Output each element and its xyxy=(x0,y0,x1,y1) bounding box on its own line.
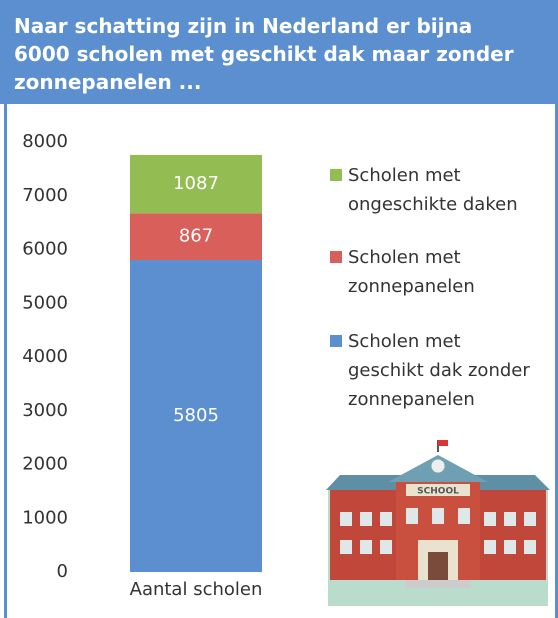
chart: SCHOOL 0 1000 2000 3000 4000 5000 6000 7000 8000… xyxy=(0,0,558,618)
y-tick-label: 7000 xyxy=(22,185,68,206)
svg-text:SCHOOL: SCHOOL xyxy=(417,487,459,497)
y-tick-label: 8000 xyxy=(22,131,68,152)
y-tick-label: 2000 xyxy=(22,454,68,475)
page: Naar schatting zijn in Nederland er bijn… xyxy=(0,0,558,618)
x-tick-label: Aantal scholen xyxy=(130,579,263,600)
legend-label: Scholen met ongeschikte daken xyxy=(348,161,518,219)
y-tick-label: 0 xyxy=(57,561,68,582)
legend-swatch xyxy=(330,169,342,181)
legend-label: Scholen met geschikt dak zonder zonnepan… xyxy=(348,327,530,414)
y-tick-label: 4000 xyxy=(22,346,68,367)
school-illustration: SCHOOL xyxy=(326,440,550,606)
legend-label: Scholen met zonnepanelen xyxy=(348,243,475,301)
legend-swatch xyxy=(330,335,342,347)
y-tick-label: 5000 xyxy=(22,292,68,313)
y-tick-label: 6000 xyxy=(22,239,68,260)
legend-swatch xyxy=(330,251,342,263)
data-label: 1087 xyxy=(173,173,219,194)
y-tick-label: 1000 xyxy=(22,507,68,528)
data-label: 5805 xyxy=(173,405,219,426)
data-label: 867 xyxy=(179,226,213,247)
y-tick-label: 3000 xyxy=(22,400,68,421)
